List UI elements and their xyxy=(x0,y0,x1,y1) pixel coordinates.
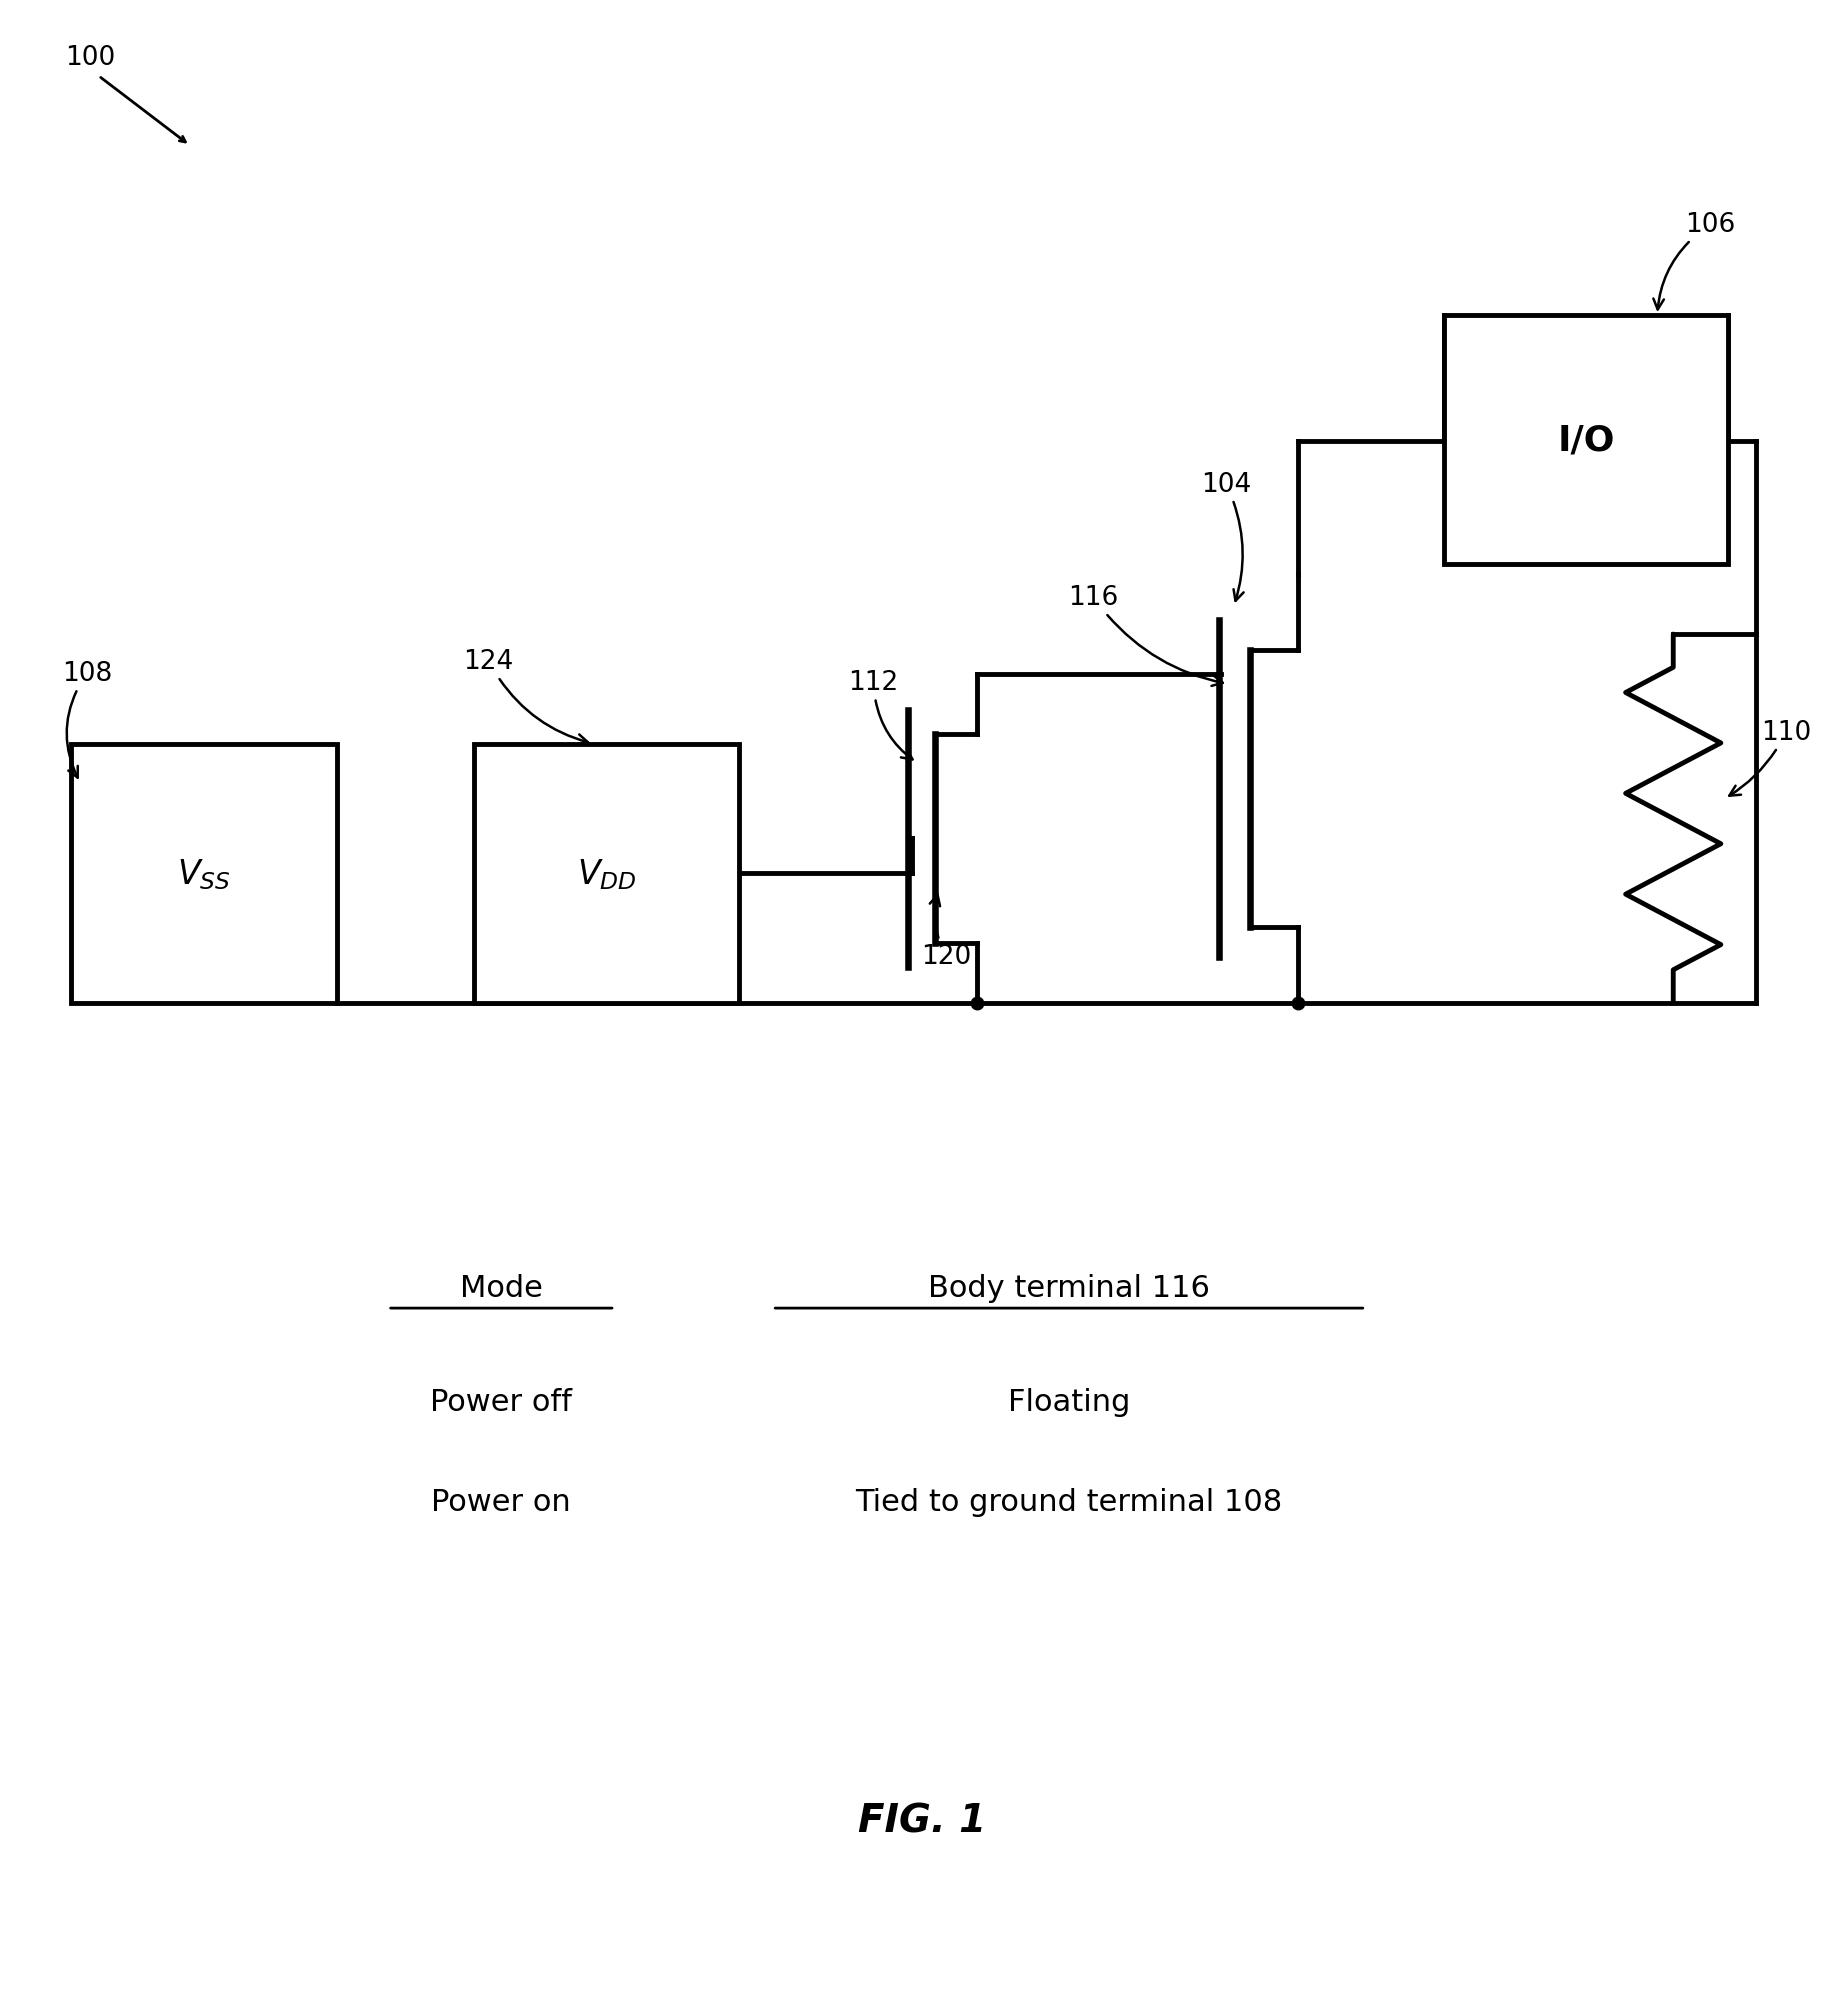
Text: 112: 112 xyxy=(849,670,913,761)
Bar xyxy=(1445,315,1729,566)
Text: 110: 110 xyxy=(1729,719,1812,797)
Text: Floating: Floating xyxy=(1007,1387,1131,1417)
Text: Power off: Power off xyxy=(430,1387,572,1417)
Text: Body terminal 116: Body terminal 116 xyxy=(928,1274,1210,1303)
Text: 100: 100 xyxy=(66,44,116,70)
Text: 104: 104 xyxy=(1201,472,1251,602)
Text: Mode: Mode xyxy=(459,1274,542,1303)
Text: 120: 120 xyxy=(921,895,970,969)
Text: Tied to ground terminal 108: Tied to ground terminal 108 xyxy=(856,1487,1282,1515)
Text: $V_{SS}$: $V_{SS}$ xyxy=(177,857,231,891)
Text: I/O: I/O xyxy=(1557,423,1614,458)
Text: 124: 124 xyxy=(463,648,589,745)
Text: 116: 116 xyxy=(1068,584,1223,686)
Text: 108: 108 xyxy=(63,660,113,779)
Text: Power on: Power on xyxy=(432,1487,572,1515)
Text: $V_{DD}$: $V_{DD}$ xyxy=(577,857,637,891)
Bar xyxy=(474,745,740,1004)
Bar xyxy=(72,745,336,1004)
Text: FIG. 1: FIG. 1 xyxy=(858,1802,987,1840)
Text: 106: 106 xyxy=(1653,213,1736,311)
